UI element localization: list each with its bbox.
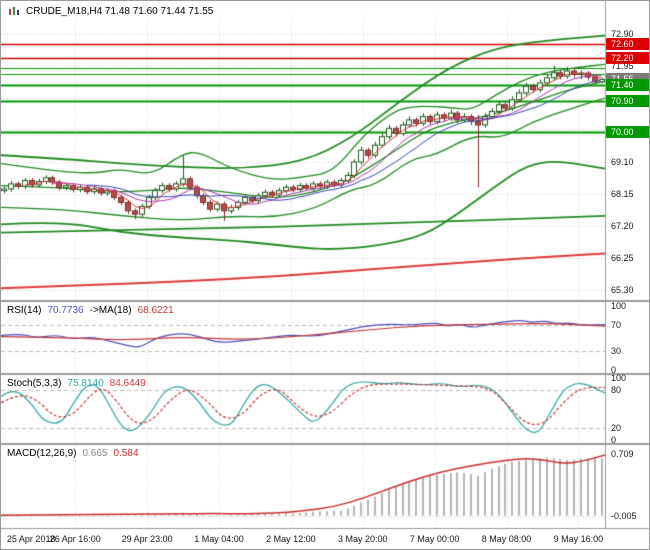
stoch-axis-label: 0 — [611, 435, 617, 445]
price-badge-71.40: 71.40 — [606, 78, 649, 91]
rsi-indicator-label: RSI(14) 70.7736 ->MA(18) 68.6221 — [7, 305, 180, 316]
price-badge-70.90: 70.90 — [606, 95, 649, 108]
time-axis-label: 9 May 16:00 — [553, 534, 604, 544]
chart-title-bar: CRUDE_M18,H4 71.48 71.60 71.44 71.55 — [9, 6, 213, 17]
rsi-ma-value: 68.6221 — [137, 305, 174, 316]
rsi-axis-label: 70 — [611, 320, 622, 331]
rsi-axis-label: 100 — [611, 301, 627, 311]
macd-axis-label: -0.005 — [611, 511, 637, 522]
price-badge-72.20: 72.20 — [606, 51, 649, 64]
stoch-signal-value: 84.6449 — [109, 378, 146, 389]
time-axis-label: 8 May 08:00 — [481, 534, 532, 544]
rsi-value: 70.7736 — [47, 305, 84, 316]
price-badge-72.60: 72.60 — [606, 38, 649, 51]
time-axis[interactable]: 25 Apr 2018 26 Apr 16:00 29 Apr 23:00 1 May… — [1, 530, 649, 549]
stoch-axis-label: 20 — [611, 422, 622, 433]
price-axis-label: 68.15 — [611, 188, 634, 199]
time-axis-label: 26 Apr 16:00 — [49, 534, 101, 544]
time-axis-label: 29 Apr 23:00 — [121, 534, 173, 544]
chart-title: CRUDE_M18,H4 71.48 71.60 71.44 71.55 — [26, 6, 214, 17]
price-axis-label: 69.10 — [611, 156, 634, 167]
time-axis-label: 1 May 04:00 — [194, 534, 244, 544]
stoch-axis-label: 80 — [611, 385, 622, 396]
macd-axis-label: 0.709 — [611, 449, 634, 460]
macd-value: 0.665 — [82, 448, 108, 459]
rsi-axis-label: 30 — [611, 345, 622, 356]
rsi-ma-name: ->MA(18) — [89, 305, 132, 316]
rsi-axis-label: 0 — [611, 365, 617, 375]
time-axis-label: 25 Apr 2018 — [6, 534, 56, 544]
time-axis-label: 7 May 00:00 — [409, 534, 460, 544]
macd-indicator-label: MACD(12,26,9) 0.665 0.584 — [7, 448, 145, 459]
price-axis-label: 71.95 — [611, 61, 634, 71]
macd-signal-value: 0.584 — [113, 448, 139, 459]
rsi-name: RSI(14) — [7, 305, 42, 316]
price-badge-70.00: 70.00 — [606, 125, 649, 138]
stoch-value: 75.8140 — [67, 378, 104, 389]
stoch-axis-label: 100 — [611, 373, 627, 383]
price-axis[interactable]: 72.90 71.95 69.10 68.15 67.20 66.25 65.30 100 70… — [605, 1, 649, 529]
price-axis-label: 67.20 — [611, 220, 634, 231]
stoch-name: Stoch(5,3,3) — [7, 378, 62, 389]
chart-icon — [9, 7, 19, 15]
price-axis-label: 66.25 — [611, 252, 634, 263]
time-axis-label: 3 May 20:00 — [338, 534, 388, 544]
time-axis-label: 2 May 12:00 — [266, 534, 316, 544]
stoch-indicator-label: Stoch(5,3,3) 75.8140 84.6449 — [7, 378, 152, 389]
macd-name: MACD(12,26,9) — [7, 448, 77, 459]
price-axis-label: 72.90 — [611, 29, 634, 39]
price-axis-label: 65.30 — [611, 284, 634, 295]
